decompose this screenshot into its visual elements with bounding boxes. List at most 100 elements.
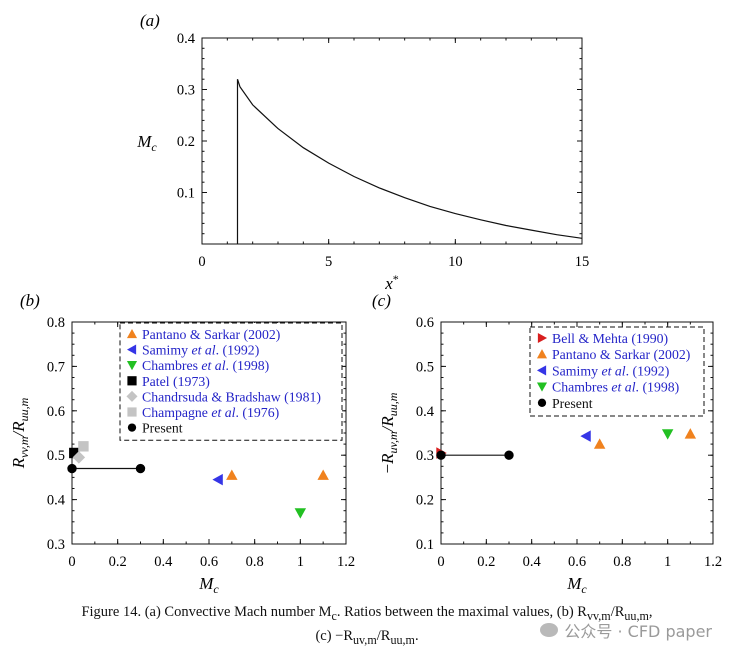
y-tick-label: 0.4 bbox=[47, 493, 66, 509]
y-axis-label: Rvv,m/Ruu,m bbox=[9, 397, 31, 469]
y-tick-label: 0.2 bbox=[177, 134, 195, 150]
legend-box bbox=[119, 322, 343, 441]
x-tick-label: 10 bbox=[448, 254, 463, 270]
legend-text-dot: . ( bbox=[636, 380, 648, 396]
legend-marker bbox=[127, 376, 137, 386]
y-tick-label: 0.7 bbox=[47, 359, 65, 375]
series-0 bbox=[226, 469, 329, 480]
series-3 bbox=[69, 447, 80, 459]
legend-text-italic: et al bbox=[601, 363, 625, 378]
legend-year-link: 1992 bbox=[227, 343, 255, 358]
legend-marker bbox=[536, 382, 548, 392]
legend-text: Pantano & Sarkar ( bbox=[142, 327, 249, 343]
legend-text-italic: et al bbox=[201, 358, 225, 373]
y-tick-label: 0.3 bbox=[47, 537, 65, 553]
legend-entry: Pantano & Sarkar (2002) bbox=[552, 347, 690, 363]
figure-caption: Figure 14. (a) Convective Mach number Mc… bbox=[0, 602, 734, 650]
legend-entry: Bell & Mehta (1990) bbox=[552, 331, 668, 347]
data-point bbox=[226, 469, 238, 480]
legend-entry: Champagne et al. (1976) bbox=[142, 405, 279, 421]
legend-text-dot: . ( bbox=[226, 358, 238, 374]
legend-text-tail: ) bbox=[665, 363, 670, 379]
legend-marker bbox=[537, 332, 548, 344]
legend-text: Present bbox=[142, 421, 183, 436]
y-tick-label: 0.4 bbox=[416, 404, 435, 420]
legend-text: Pantano & Sarkar ( bbox=[552, 347, 659, 363]
legend-entry: Chambres et al. (1998) bbox=[552, 380, 679, 396]
legend-text-tail: ) bbox=[316, 389, 321, 405]
legend-marker bbox=[126, 361, 138, 371]
data-point bbox=[317, 469, 329, 480]
series-1 bbox=[212, 473, 223, 486]
x-tick-label: 15 bbox=[575, 254, 590, 270]
legend-text: Champagne bbox=[142, 405, 211, 420]
x-tick-label: 1 bbox=[664, 554, 671, 570]
series-2 bbox=[580, 430, 591, 442]
legend-text-dot: . ( bbox=[626, 363, 638, 379]
legend-entry: Present bbox=[552, 396, 593, 411]
series-4 bbox=[436, 450, 514, 460]
series-5 bbox=[78, 441, 89, 452]
legend-text: Chambres bbox=[552, 380, 611, 395]
x-tick-label: 0.6 bbox=[568, 554, 586, 570]
legend-entry: Patel (1973) bbox=[142, 374, 210, 390]
legend-year-link: 1998 bbox=[647, 380, 675, 395]
y-tick-label: 0.2 bbox=[416, 493, 434, 509]
legend-year-link: 2002 bbox=[658, 347, 686, 362]
x-axis-label: Mc bbox=[198, 574, 219, 596]
plot-frame bbox=[201, 37, 583, 245]
legend-marker bbox=[127, 407, 137, 417]
legend-entry: Present bbox=[142, 421, 183, 436]
x-tick-label: 0.2 bbox=[109, 554, 127, 570]
x-tick-label: 1.2 bbox=[704, 554, 722, 570]
y-tick-label: 0.5 bbox=[416, 359, 434, 375]
legend-marker bbox=[126, 390, 138, 402]
data-point bbox=[212, 473, 223, 486]
legend-marker bbox=[536, 349, 548, 359]
data-point bbox=[661, 429, 674, 440]
legend-entry: Chambres et al. (1998) bbox=[142, 358, 269, 374]
panel-label: (c) bbox=[372, 291, 391, 310]
x-tick-label: 0.6 bbox=[200, 554, 218, 570]
legend-marker bbox=[126, 328, 138, 339]
panel-label: (a) bbox=[140, 11, 160, 30]
series-4 bbox=[72, 451, 86, 464]
x-tick-label: 5 bbox=[325, 254, 332, 270]
legend-entry: Samimy et al. (1992) bbox=[552, 363, 669, 379]
caption-line-1: Figure 14. (a) Convective Mach number Mc… bbox=[81, 604, 653, 623]
data-point bbox=[580, 430, 591, 442]
legend-text: Chambres bbox=[142, 358, 201, 373]
legend-entry: Chandrsuda & Bradshaw (1981) bbox=[142, 389, 321, 405]
x-axis-label: Mc bbox=[566, 574, 587, 596]
y-tick-label: 0.1 bbox=[177, 186, 195, 202]
legend-text-italic: et al bbox=[191, 343, 215, 358]
y-axis-label: −Ruv,m/Ruu,m bbox=[378, 392, 400, 473]
y-tick-label: 0.6 bbox=[47, 404, 65, 420]
y-tick-label: 0.5 bbox=[47, 448, 65, 464]
x-tick-label: 0.4 bbox=[523, 554, 542, 570]
legend-text-tail: ) bbox=[686, 347, 691, 363]
data-point bbox=[436, 450, 446, 460]
legend-entry: Pantano & Sarkar (2002) bbox=[142, 327, 280, 343]
y-tick-label: 0.1 bbox=[416, 537, 434, 553]
legend-text: Patel ( bbox=[142, 374, 178, 390]
y-tick-label: 0.6 bbox=[416, 315, 434, 331]
legend-year-link: 1998 bbox=[237, 358, 265, 373]
legend-text: Samimy bbox=[142, 343, 191, 358]
data-point bbox=[294, 508, 307, 519]
y-tick-label: 0.3 bbox=[416, 448, 434, 464]
legend-text-tail: ) bbox=[675, 380, 680, 396]
legend-text-tail: ) bbox=[265, 358, 270, 374]
data-point bbox=[78, 441, 89, 452]
legend-text-italic: et al bbox=[211, 405, 235, 420]
legend-text: Bell & Mehta ( bbox=[552, 331, 636, 347]
x-tick-label: 0 bbox=[68, 554, 75, 570]
legend-box bbox=[529, 326, 705, 417]
legend-text-tail: ) bbox=[276, 327, 281, 343]
series-line-mc bbox=[236, 79, 583, 244]
y-tick-label: 0.3 bbox=[177, 83, 195, 99]
legend-text: Samimy bbox=[552, 363, 601, 378]
legend-marker bbox=[536, 365, 547, 376]
x-tick-label: 0 bbox=[437, 554, 444, 570]
legend-marker bbox=[126, 344, 137, 355]
